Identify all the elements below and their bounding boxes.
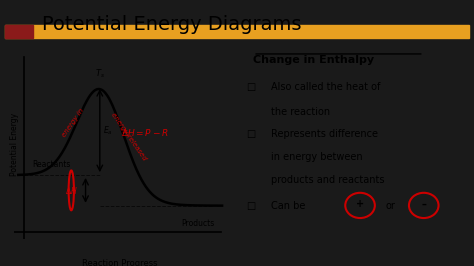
Text: $T_s$: $T_s$ xyxy=(95,68,105,80)
Text: in energy between: in energy between xyxy=(271,152,363,162)
Text: □: □ xyxy=(246,201,255,211)
Text: Potential Energy Diagrams: Potential Energy Diagrams xyxy=(42,15,301,34)
Text: Potential Energy: Potential Energy xyxy=(10,113,19,176)
Text: Also called the heat of: Also called the heat of xyxy=(271,82,381,92)
Text: Reactants: Reactants xyxy=(33,160,71,169)
Text: Can be: Can be xyxy=(271,201,306,211)
Text: energy released: energy released xyxy=(109,112,147,162)
Text: the reaction: the reaction xyxy=(271,107,330,117)
Text: □: □ xyxy=(246,82,255,92)
Text: □: □ xyxy=(246,129,255,139)
Text: Reaction Progress: Reaction Progress xyxy=(82,259,158,266)
Text: +: + xyxy=(356,200,364,209)
Text: $E_a$: $E_a$ xyxy=(103,124,113,137)
Text: or: or xyxy=(385,201,395,211)
Bar xyxy=(5,25,33,38)
Bar xyxy=(5,25,469,38)
Text: –: – xyxy=(421,200,426,209)
Text: $\Delta H=P-R$: $\Delta H=P-R$ xyxy=(121,127,169,138)
Text: Represents difference: Represents difference xyxy=(271,129,378,139)
Text: $\Delta H$: $\Delta H$ xyxy=(65,185,78,196)
Text: Products: Products xyxy=(182,219,215,228)
Text: Change in Enthalpy: Change in Enthalpy xyxy=(253,55,374,65)
Text: energy in: energy in xyxy=(61,108,85,138)
Text: products and reactants: products and reactants xyxy=(271,175,385,185)
